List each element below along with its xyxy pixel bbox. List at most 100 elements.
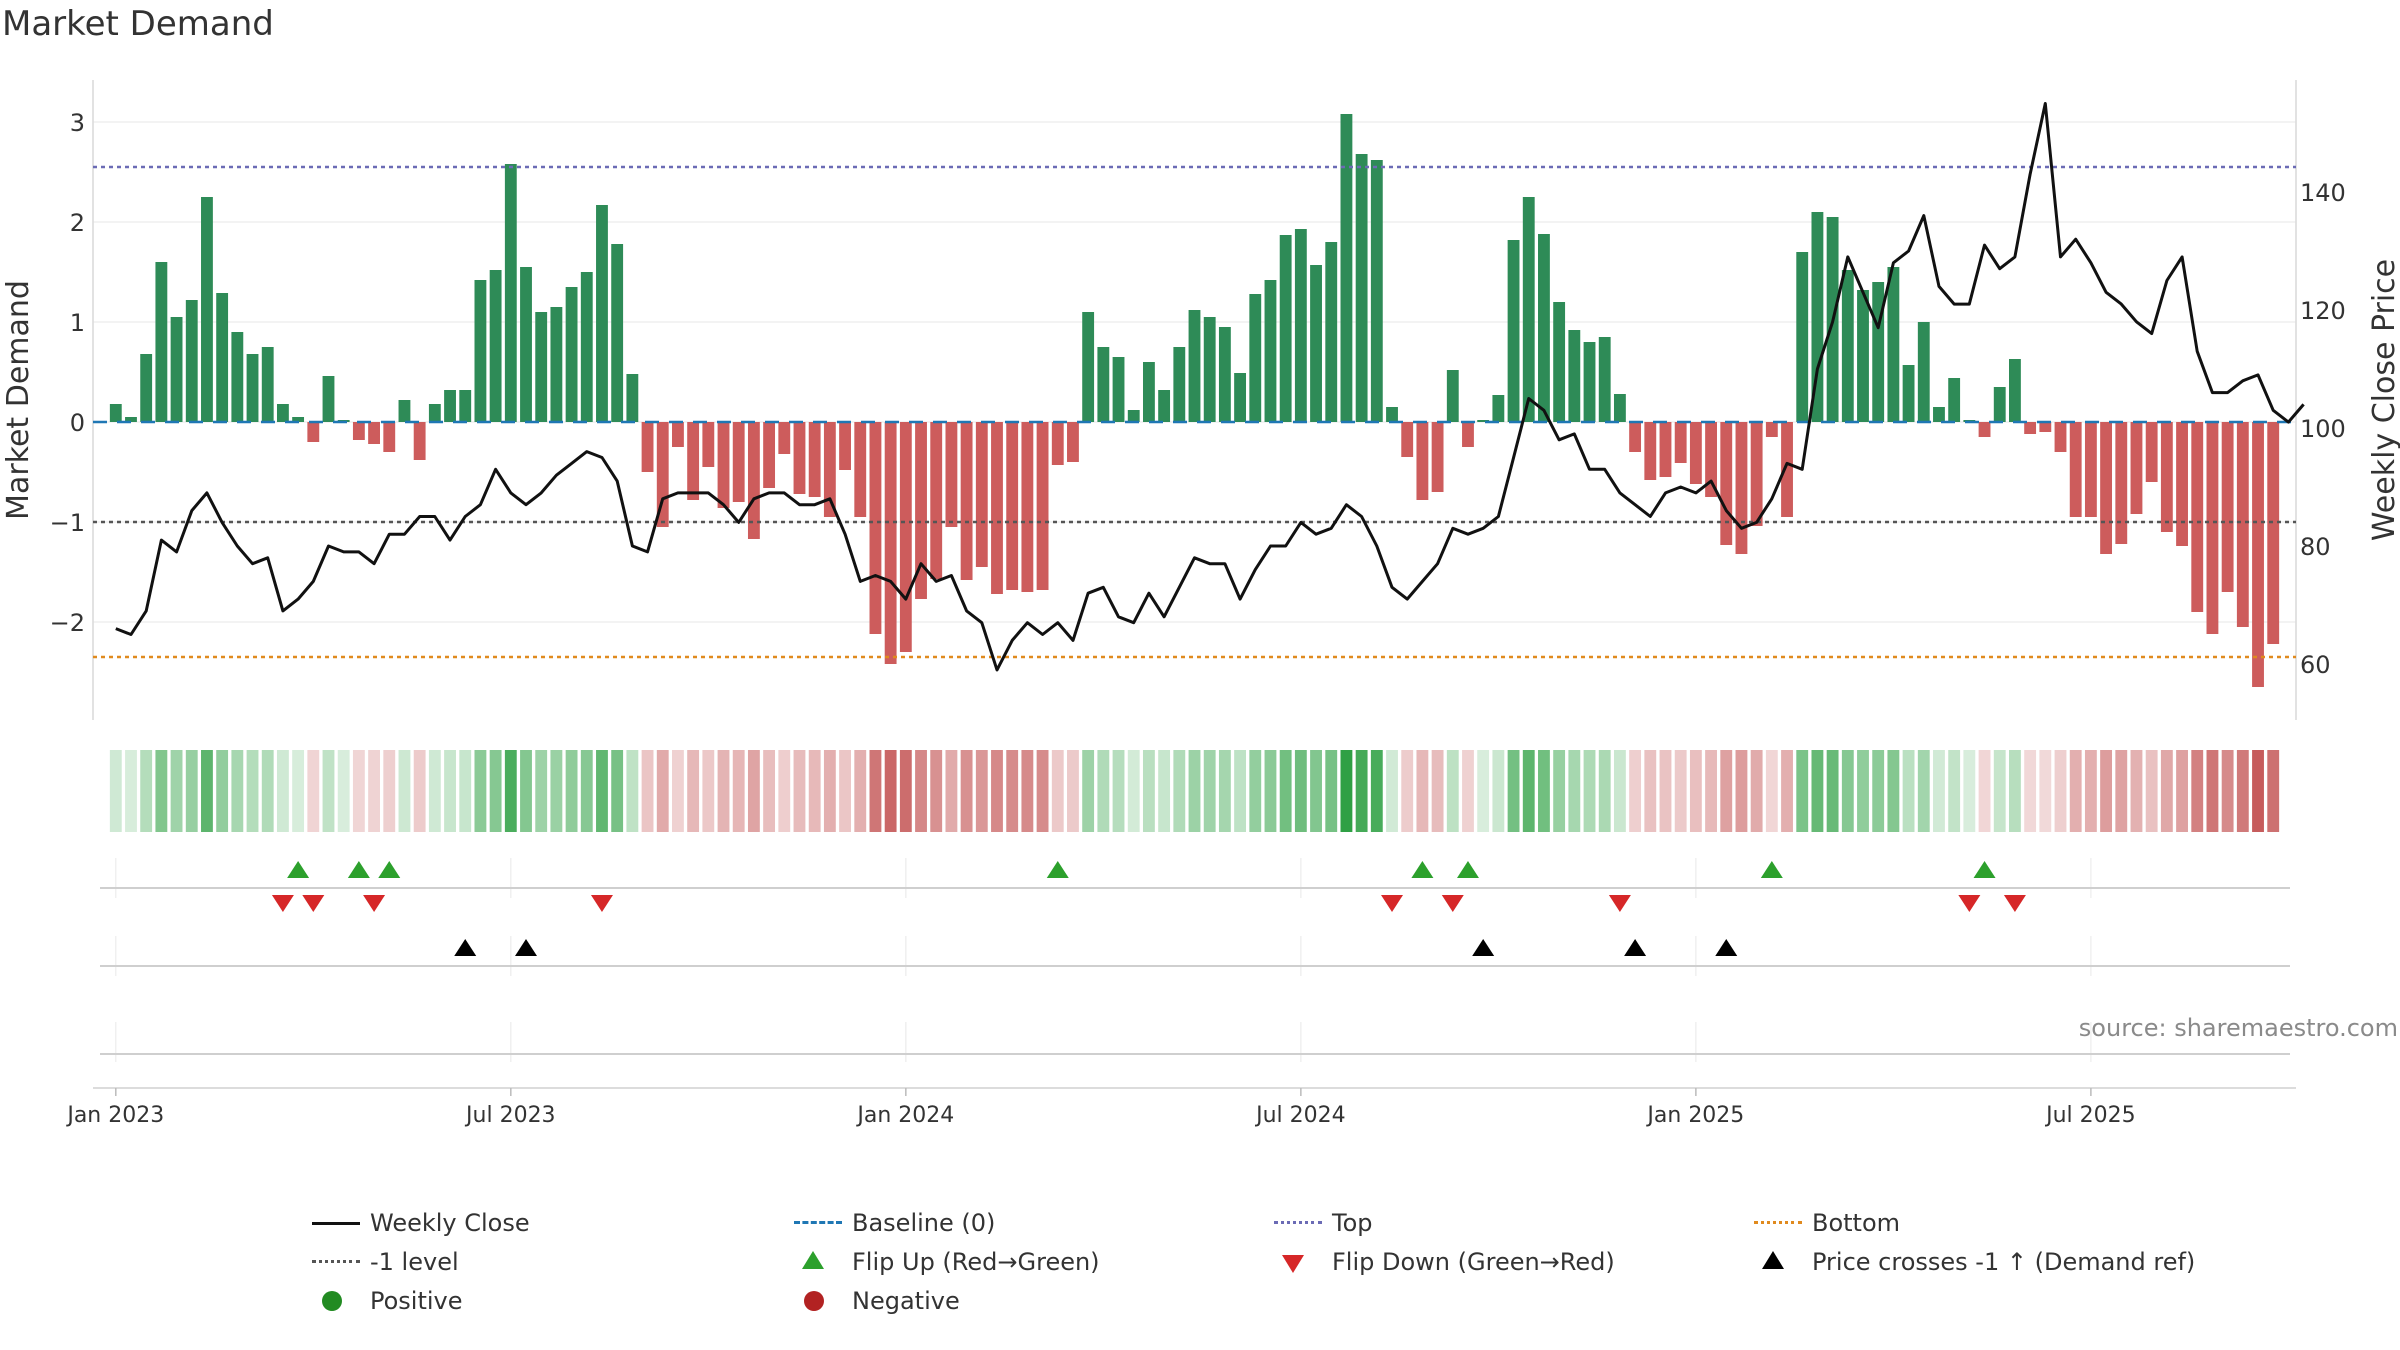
demand-bar (656, 422, 669, 527)
heatmap-cell (1082, 750, 1095, 832)
green-dot-icon (300, 1286, 366, 1316)
heatmap-cell (1538, 750, 1550, 832)
demand-bar (459, 390, 472, 422)
demand-bar (1598, 337, 1611, 422)
demand-bar (1735, 422, 1748, 554)
demand-bar (1629, 422, 1642, 452)
heatmap-cell (155, 750, 168, 832)
heatmap-cell (611, 750, 624, 832)
demand-bar (231, 332, 244, 422)
heatmap-cell (1218, 750, 1231, 832)
demand-bar (2009, 359, 2021, 422)
heatmap-cell (1522, 750, 1535, 832)
legend-label: -1 level (370, 1248, 459, 1276)
heatmap-cell (1963, 750, 1976, 832)
heatmap-cell (1948, 750, 1961, 832)
heatmap-cell (1933, 750, 1945, 832)
heatmap-cell (201, 750, 213, 832)
axis-ticks: 3 2 1 0 −1 −2 140 120 100 80 60 Jan 2023 Jul 2023 Jan… (50, 109, 2346, 1128)
demand-bar (2054, 422, 2067, 452)
demand-bar (2236, 422, 2249, 627)
flip-up-marker (1456, 861, 1479, 878)
heatmap-cell (444, 750, 456, 832)
demand-bar (1568, 330, 1581, 422)
heatmap-cell (2054, 750, 2067, 832)
demand-bar (1477, 420, 1490, 422)
demand-bar (1857, 290, 1869, 422)
heatmap-cell (1462, 750, 1474, 832)
demand-bar (1112, 357, 1125, 422)
flip-up-marker (1411, 861, 1434, 878)
y2-tick-label: 120 (2300, 297, 2346, 325)
demand-bar (1294, 229, 1307, 422)
demand-bar (2100, 422, 2113, 554)
demand-bar (1097, 347, 1110, 422)
heatmap-cell (839, 750, 851, 832)
flip-up-marker (347, 861, 370, 878)
legend-item-weekly-close: Weekly Close (300, 1204, 530, 1242)
heatmap-cell (2252, 750, 2264, 832)
demand-bar (626, 374, 639, 422)
demand-bar (839, 422, 851, 470)
heatmap-cell (1583, 750, 1596, 832)
demand-bar (763, 422, 776, 488)
demand-bar (1416, 422, 1429, 500)
heatmap-cell (687, 750, 700, 832)
demand-bars (109, 114, 2280, 687)
heatmap-cell (2084, 750, 2097, 832)
red-dot-icon (782, 1286, 848, 1316)
legend-item-baseline: Baseline (0) (782, 1204, 995, 1242)
heatmap-cell (520, 750, 532, 832)
heatmap-cell (398, 750, 411, 832)
demand-bar (687, 422, 700, 500)
demand-bar (2084, 422, 2097, 517)
demand-bar (1781, 422, 1793, 517)
demand-bar (413, 422, 426, 460)
legend-item-cross: Price crosses -1 ↑ (Demand ref) (1742, 1243, 2195, 1281)
heatmap-cell (1431, 750, 1444, 832)
heatmap-cell (125, 750, 137, 832)
y-tick-label: 0 (70, 409, 85, 437)
demand-bar (1765, 422, 1778, 437)
demand-bar (1401, 422, 1414, 457)
demand-bar (2024, 422, 2037, 434)
heatmap-cell (1127, 750, 1140, 832)
demand-bar (975, 422, 988, 567)
demand-bar (352, 422, 365, 440)
demand-bar (1462, 422, 1474, 447)
heatmap-cell (2267, 750, 2280, 832)
demand-bar (292, 417, 305, 422)
heatmap-cell (2160, 750, 2173, 832)
weekly-close-layer (115, 102, 2305, 672)
heatmap-cell (1674, 750, 1687, 832)
y2-tick-label: 140 (2300, 179, 2346, 207)
heatmap-cell (1993, 750, 2006, 832)
heatmap-cell (1173, 750, 1186, 832)
heatmap-cell (1325, 750, 1338, 832)
triangle-down-red-icon (1262, 1247, 1328, 1277)
weekly-close-line-icon (300, 1208, 366, 1238)
heatmap-cell (2130, 750, 2143, 832)
y-tick-label: 1 (70, 309, 85, 337)
demand-bar (170, 317, 183, 422)
heatmap-cell (550, 750, 563, 832)
heatmap-cell (641, 750, 654, 832)
legend: Weekly Close Baseline (0) Top Bottom -1 … (300, 1204, 2250, 1324)
demand-bar (672, 422, 684, 447)
heatmap-cell (580, 750, 593, 832)
demand-bar (201, 197, 213, 422)
demand-bar (1036, 422, 1049, 590)
demand-bar (1234, 373, 1247, 422)
demand-bar (778, 422, 791, 454)
flip-down-marker (363, 895, 386, 912)
heatmap-cell (854, 750, 867, 832)
heatmap-cell (1279, 750, 1292, 832)
flip-down-marker (590, 895, 613, 912)
demand-bar (1507, 240, 1520, 422)
heatmap-cell (945, 750, 958, 832)
x-tick-label: Jan 2023 (65, 1103, 164, 1128)
axes-layer (92, 80, 2297, 1089)
heatmap-cell (1978, 750, 1991, 832)
heatmap-cell (428, 750, 441, 832)
demand-bar (1522, 197, 1535, 422)
